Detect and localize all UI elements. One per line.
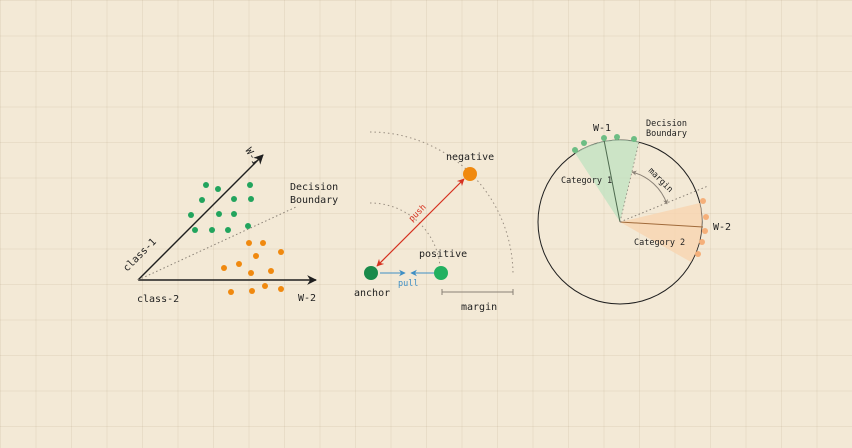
category1-label: Category 1 bbox=[561, 176, 612, 186]
decision-boundary-line bbox=[137, 206, 297, 281]
w1-cluster-point bbox=[581, 140, 587, 146]
category2-sector bbox=[620, 203, 702, 262]
class2-point bbox=[253, 253, 259, 259]
w2-label: W-2 bbox=[298, 293, 316, 304]
w1-cluster-point bbox=[572, 147, 578, 153]
boundary-label-line1: Decision bbox=[290, 182, 338, 193]
margin-label: margin bbox=[461, 302, 497, 313]
boundary-ray-upper bbox=[619, 141, 640, 223]
class1-point bbox=[215, 186, 221, 192]
class2-point bbox=[221, 265, 227, 271]
negative-label: negative bbox=[446, 152, 494, 163]
w2-cluster-point bbox=[695, 251, 701, 257]
class2-point bbox=[248, 270, 254, 276]
w2-cluster-points bbox=[695, 198, 709, 257]
class2-point bbox=[249, 288, 255, 294]
class1-point bbox=[199, 197, 205, 203]
push-label: push bbox=[407, 203, 429, 225]
positive-point bbox=[434, 266, 448, 280]
class2-points bbox=[221, 240, 284, 295]
class2-point bbox=[260, 240, 266, 246]
boundary-label-angular-line1: Decision bbox=[646, 119, 687, 129]
w1-cluster-point bbox=[614, 134, 620, 140]
panel-triplet: push pull negative positive anchor margi… bbox=[354, 131, 514, 313]
w1-label-angular: W-1 bbox=[593, 123, 611, 134]
class1-point bbox=[247, 182, 253, 188]
w1-cluster-point bbox=[631, 136, 637, 142]
class1-label: class-1 bbox=[121, 237, 159, 275]
boundary-label-angular-line2: Boundary bbox=[646, 129, 687, 139]
panel-angular: margin W-1 W-2 Decision Boundary Categor… bbox=[537, 119, 731, 305]
class2-point bbox=[228, 289, 234, 295]
negative-point bbox=[463, 167, 477, 181]
class2-point bbox=[236, 261, 242, 267]
w2-cluster-point bbox=[703, 214, 709, 220]
w2-cluster-point bbox=[699, 239, 705, 245]
class1-point bbox=[245, 223, 251, 229]
margin-angle-arc bbox=[631, 170, 668, 205]
class1-point bbox=[203, 182, 209, 188]
class1-point bbox=[216, 211, 222, 217]
anchor-point bbox=[364, 266, 378, 280]
w1-vector bbox=[137, 154, 264, 281]
outer-margin-arc bbox=[369, 131, 514, 276]
category1-sector bbox=[575, 139, 639, 222]
class1-point bbox=[192, 227, 198, 233]
class2-point bbox=[278, 286, 284, 292]
class1-points bbox=[188, 182, 254, 233]
w2-ray bbox=[619, 221, 704, 228]
class2-point bbox=[262, 283, 268, 289]
w1-cluster-point bbox=[601, 135, 607, 141]
positive-label: positive bbox=[419, 249, 467, 260]
w2-label-angular: W-2 bbox=[713, 222, 731, 233]
class2-label: class-2 bbox=[137, 294, 179, 305]
w2-cluster-point bbox=[700, 198, 706, 204]
class1-point bbox=[231, 196, 237, 202]
push-arrow bbox=[376, 178, 465, 267]
class1-point bbox=[231, 211, 237, 217]
panel-softmax: W-1 class-1 class-2 W-2 Decision Boundar… bbox=[121, 146, 338, 305]
class2-point bbox=[268, 268, 274, 274]
anchor-label: anchor bbox=[354, 288, 390, 299]
class1-point bbox=[188, 212, 194, 218]
w1-ray bbox=[603, 139, 621, 223]
w1-label: W-1 bbox=[242, 146, 261, 167]
class1-point bbox=[209, 227, 215, 233]
category2-label: Category 2 bbox=[634, 238, 685, 248]
w2-cluster-point bbox=[702, 228, 708, 234]
boundary-label-line2: Boundary bbox=[290, 195, 338, 206]
class2-point bbox=[278, 249, 284, 255]
class1-point bbox=[248, 196, 254, 202]
class2-point bbox=[246, 240, 252, 246]
class1-point bbox=[225, 227, 231, 233]
pull-label: pull bbox=[398, 279, 418, 289]
w1-cluster-points bbox=[572, 134, 637, 153]
